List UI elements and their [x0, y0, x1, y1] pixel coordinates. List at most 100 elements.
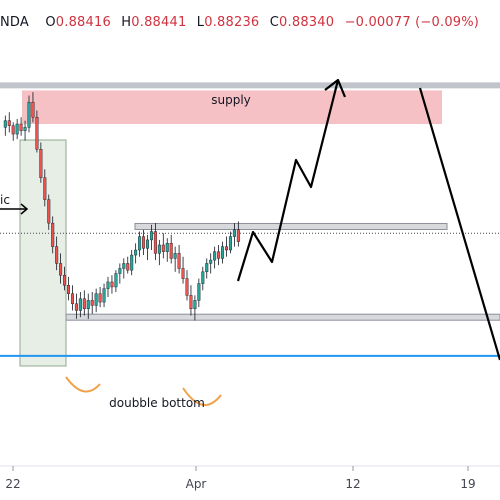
candle-body [7, 120, 11, 126]
candle [106, 276, 110, 298]
candle [102, 283, 106, 308]
candle [7, 112, 11, 133]
candle-body [228, 236, 232, 251]
time-tick-label: 12 [345, 477, 360, 491]
candle-body [232, 229, 236, 237]
down-projection-line [418, 87, 500, 361]
candle [181, 256, 185, 284]
candle-body [43, 177, 47, 200]
candle-body [74, 303, 78, 311]
candle-body [59, 263, 63, 276]
candle [59, 253, 63, 284]
candle [232, 223, 236, 247]
candle [114, 270, 118, 292]
candle [149, 224, 153, 250]
candle-body [157, 244, 161, 254]
candle-body [78, 298, 82, 311]
candle-body [94, 293, 98, 306]
candle [221, 241, 225, 264]
candle-body [142, 236, 146, 249]
candle-body [149, 231, 153, 241]
candle-body [70, 293, 74, 304]
candle [86, 293, 90, 319]
candle [145, 234, 149, 261]
candle-body [177, 253, 181, 269]
time-tick-label: 22 [5, 477, 20, 491]
candle-body [11, 125, 15, 135]
high-key: H [121, 15, 132, 30]
candle [153, 223, 157, 261]
candle [122, 258, 126, 279]
candle-body [189, 295, 193, 309]
candle-body [224, 246, 228, 251]
candle [70, 285, 74, 311]
candle [66, 276, 70, 301]
candle [138, 231, 142, 257]
candle [213, 246, 217, 269]
double-bottom-arc-right [182, 387, 222, 406]
zones-layer [0, 82, 500, 367]
time-tick-label: 19 [460, 477, 475, 491]
candle [165, 238, 169, 262]
candle-body [181, 268, 185, 279]
close-key: C [269, 15, 280, 30]
resistance-bar [134, 222, 448, 230]
candle-body [153, 231, 157, 254]
candle-body [165, 243, 169, 252]
candle-body [134, 249, 138, 256]
time-axis: 22 Apr 12 19 [0, 465, 500, 491]
candle-body [39, 148, 43, 178]
candle-body [209, 259, 213, 264]
candle [157, 239, 161, 266]
candle-body [15, 123, 19, 135]
candle-body [3, 120, 7, 128]
range-box [19, 139, 67, 367]
candle-body [90, 300, 94, 306]
candle-body [193, 300, 197, 309]
candle-body [161, 244, 165, 252]
candle [74, 293, 78, 319]
open-key: O [45, 15, 56, 30]
candle-body [197, 283, 201, 301]
projection-arrowhead [324, 78, 347, 98]
candle-body [217, 251, 221, 259]
support-bar [65, 313, 500, 321]
candle [35, 110, 39, 153]
candle [27, 95, 31, 133]
supply-zone [22, 90, 442, 124]
candle [142, 229, 146, 256]
candle [161, 233, 165, 259]
double-bottom-arc-left [65, 376, 101, 393]
drawings-layer [0, 78, 500, 406]
candle-body [102, 288, 106, 303]
close-value: 0.88340 [279, 15, 335, 30]
candle [43, 169, 47, 207]
candle [39, 142, 43, 183]
candle-body [55, 246, 59, 264]
candle-body [86, 300, 90, 309]
supply-zone-label: supply [211, 93, 251, 107]
low-key: L [196, 15, 205, 30]
candle-body [63, 275, 67, 286]
candle-body [201, 271, 205, 284]
candle-body [98, 293, 102, 303]
candle-body [145, 239, 149, 249]
upper-level-band [0, 82, 500, 89]
candle [82, 290, 86, 316]
candle [197, 278, 201, 308]
candle-body [47, 199, 51, 224]
candle-body [126, 263, 130, 271]
candle [23, 120, 27, 141]
candle [94, 288, 98, 313]
candle-body [114, 273, 118, 288]
candle [90, 292, 94, 314]
candles-layer [3, 92, 240, 321]
candle [169, 234, 173, 264]
candle [177, 244, 181, 274]
candle [78, 292, 82, 318]
candle [55, 236, 59, 271]
candle-body [66, 285, 70, 294]
candle-body [130, 254, 134, 271]
